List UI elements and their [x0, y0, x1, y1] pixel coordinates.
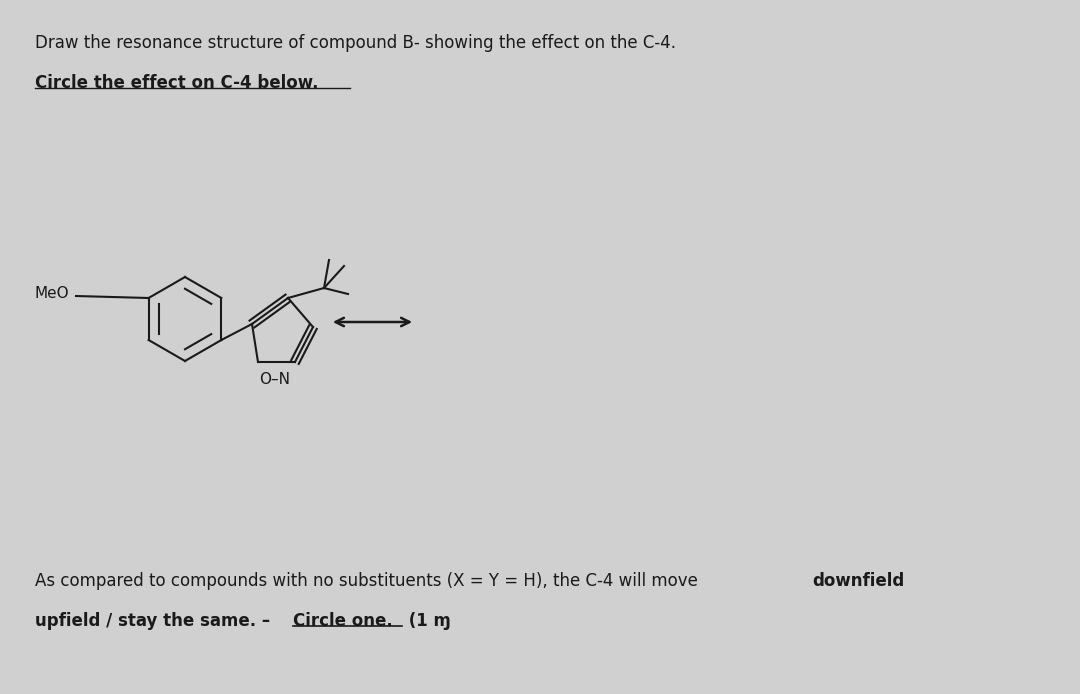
Text: O–N: O–N	[259, 372, 291, 387]
Text: As compared to compounds with no substituents (X = Y = H), the C-4 will move: As compared to compounds with no substit…	[35, 572, 703, 590]
Text: (1 ɱ: (1 ɱ	[403, 612, 450, 630]
Text: downfield: downfield	[812, 572, 904, 590]
Text: MeO: MeO	[35, 287, 69, 301]
Text: Circle one.: Circle one.	[293, 612, 393, 630]
Text: Circle the effect on C-4 below.: Circle the effect on C-4 below.	[35, 74, 319, 92]
Text: upfield / stay the same. –: upfield / stay the same. –	[35, 612, 270, 630]
Text: Draw the resonance structure of compound B- showing the effect on the C-4.: Draw the resonance structure of compound…	[35, 34, 676, 52]
